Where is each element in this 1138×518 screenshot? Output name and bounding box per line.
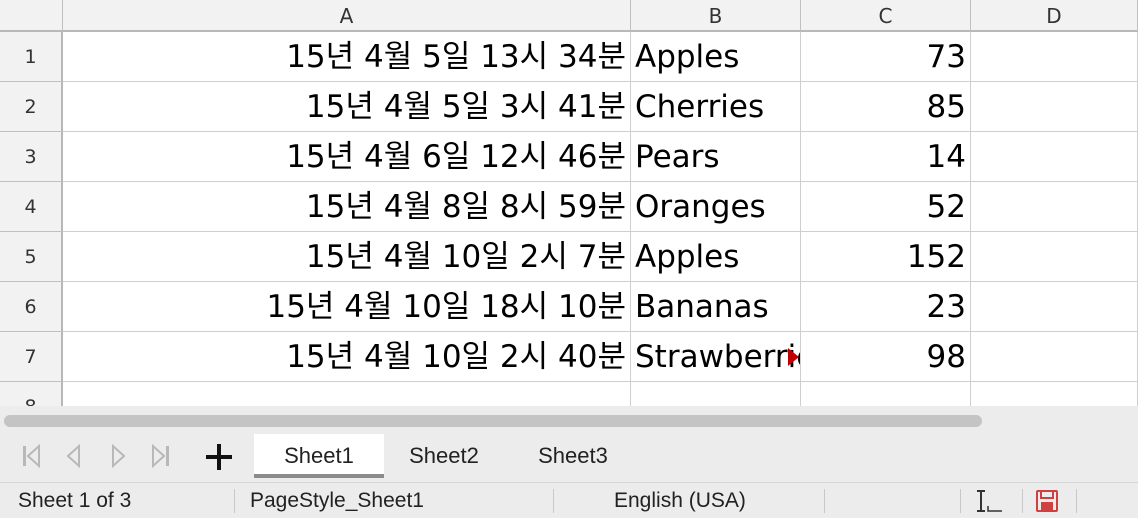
add-sheet-button[interactable] (202, 440, 236, 474)
cell-d2[interactable] (971, 82, 1138, 132)
first-sheet-icon[interactable] (16, 440, 48, 472)
sheet-tab-sheet2[interactable]: Sheet2 (409, 443, 479, 468)
row-header[interactable]: 7 (0, 332, 63, 382)
cell-b5[interactable]: Apples (631, 232, 801, 282)
row-header[interactable]: 6 (0, 282, 63, 332)
cell-d3[interactable] (971, 132, 1138, 182)
cell-b7[interactable]: Strawberries (631, 332, 801, 382)
horizontal-scrollbar[interactable] (0, 406, 1138, 432)
cell-d8[interactable] (971, 382, 1138, 406)
row-header[interactable]: 8 (0, 382, 63, 406)
cell-a3[interactable]: 15년 4월 6일 12시 46분 (63, 132, 631, 182)
last-sheet-icon[interactable] (144, 440, 176, 472)
cell-a4[interactable]: 15년 4월 8일 8시 59분 (63, 182, 631, 232)
cell-d4[interactable] (971, 182, 1138, 232)
cell-c7[interactable]: 98 (801, 332, 971, 382)
cell-b2[interactable]: Cherries (631, 82, 801, 132)
cell-d7[interactable] (971, 332, 1138, 382)
plus-icon (206, 444, 232, 470)
row-header[interactable]: 3 (0, 132, 63, 182)
cell-b3[interactable]: Pears (631, 132, 801, 182)
sheet-tab-sheet3[interactable]: Sheet3 (538, 443, 608, 468)
cell-c1[interactable]: 73 (801, 32, 971, 82)
row-header[interactable]: 2 (0, 82, 63, 132)
cell-d5[interactable] (971, 232, 1138, 282)
cell-a5[interactable]: 15년 4월 10일 2시 7분 (63, 232, 631, 282)
cell-c4[interactable]: 52 (801, 182, 971, 232)
language-status[interactable]: English (USA) (614, 489, 746, 512)
next-sheet-icon[interactable] (102, 440, 134, 472)
prev-sheet-icon[interactable] (58, 440, 90, 472)
status-separator (960, 489, 961, 513)
status-separator (553, 489, 554, 513)
row-header[interactable]: 5 (0, 232, 63, 282)
save-icon[interactable] (1035, 489, 1059, 518)
text-cursor-icon[interactable] (974, 487, 1006, 518)
cell-a2[interactable]: 15년 4월 5일 3시 41분 (63, 82, 631, 132)
cell-a1[interactable]: 15년 4월 5일 13시 34분 (63, 32, 631, 82)
column-header-b[interactable]: B (631, 0, 801, 32)
cell-c6[interactable]: 23 (801, 282, 971, 332)
cell-d1[interactable] (971, 32, 1138, 82)
cell-a6[interactable]: 15년 4월 10일 18시 10분 (63, 282, 631, 332)
cell-c5[interactable]: 152 (801, 232, 971, 282)
sheet-tab-sheet1[interactable]: Sheet1 (254, 434, 384, 478)
horizontal-scrollbar-thumb[interactable] (4, 415, 982, 427)
select-all-corner[interactable] (0, 0, 63, 32)
cell-d6[interactable] (971, 282, 1138, 332)
status-separator (234, 489, 235, 513)
sheet-tab-bar: Sheet1 Sheet2 Sheet3 (0, 432, 1138, 482)
row-header[interactable]: 4 (0, 182, 63, 232)
status-bar: Sheet 1 of 3 PageStyle_Sheet1 English (U… (0, 482, 1138, 518)
status-separator (1022, 489, 1023, 513)
text-overflow-marker (788, 348, 799, 366)
column-header-c[interactable]: C (801, 0, 971, 32)
cell-b6[interactable]: Bananas (631, 282, 801, 332)
status-separator (824, 489, 825, 513)
cell-b4[interactable]: Oranges (631, 182, 801, 232)
cell-b1[interactable]: Apples (631, 32, 801, 82)
page-style-status[interactable]: PageStyle_Sheet1 (250, 489, 424, 512)
cell-a8[interactable] (63, 382, 631, 406)
cell-c3[interactable]: 14 (801, 132, 971, 182)
sheet-position-status: Sheet 1 of 3 (18, 489, 132, 512)
row-header[interactable]: 1 (0, 32, 63, 82)
cell-c2[interactable]: 85 (801, 82, 971, 132)
cell-b8[interactable] (631, 382, 801, 406)
cell-c8[interactable] (801, 382, 971, 406)
cell-a7[interactable]: 15년 4월 10일 2시 40분 (63, 332, 631, 382)
spreadsheet-grid[interactable]: A B C D 1 15년 4월 5일 13시 34분 Apples 73 2 … (0, 0, 1138, 406)
column-header-d[interactable]: D (971, 0, 1138, 32)
column-header-a[interactable]: A (63, 0, 631, 32)
status-separator (1076, 489, 1077, 513)
